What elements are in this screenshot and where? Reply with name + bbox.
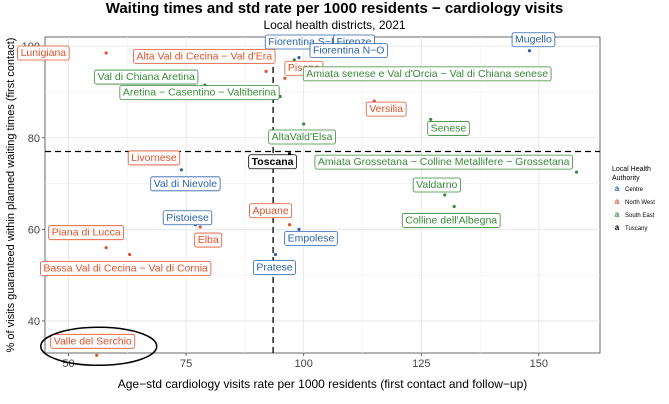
legend-label: North West xyxy=(625,200,655,206)
point-label: Amiata Grossetana − Colline Metallifere … xyxy=(318,156,570,168)
data-point xyxy=(104,246,108,250)
point-label-box xyxy=(17,45,70,61)
data-point xyxy=(527,49,532,53)
legend: Local Health Authority a Centre a North Wes… xyxy=(612,165,669,235)
data-point xyxy=(128,252,132,257)
point-label: Mugello xyxy=(515,34,552,46)
data-point xyxy=(297,227,301,231)
point-label-box xyxy=(50,333,136,349)
x-tick-label: 100 xyxy=(295,358,313,370)
data-point xyxy=(297,56,301,60)
x-axis-title: Age−std cardiology visits rate per 1000 … xyxy=(118,377,528,391)
point-label: Livornese xyxy=(131,152,177,164)
point-label: Senese xyxy=(431,122,467,134)
point-label: Val di Nievole xyxy=(154,178,218,190)
point-label-box xyxy=(249,203,293,219)
data-point xyxy=(95,353,99,357)
data-point xyxy=(287,223,292,227)
highlight-ellipse xyxy=(39,326,158,367)
legend-item: a Centre xyxy=(612,183,669,196)
point-label: Pistoiese xyxy=(166,212,209,224)
point-label-box xyxy=(119,85,280,100)
point-label-box xyxy=(302,66,552,82)
point-label: AltaVald'Elsa xyxy=(272,131,333,143)
legend-key: a xyxy=(614,197,620,206)
legend-key: a xyxy=(614,210,620,219)
point-label: Piana di Lucca xyxy=(52,227,121,239)
legend-label: South East xyxy=(625,213,655,219)
point-label-box xyxy=(427,121,470,136)
point-label: Pratese xyxy=(256,262,292,274)
data-point xyxy=(198,225,202,229)
data-point xyxy=(302,122,306,126)
point-label-box xyxy=(48,225,124,241)
point-label: Aretina − Casentino − Valtiberina xyxy=(123,87,276,99)
legend-item: a South East xyxy=(612,209,669,222)
point-label: Amiata senese e Val d'Orcia − Val di Chi… xyxy=(306,68,548,80)
point-label-box xyxy=(248,154,297,170)
x-tick-label: 50 xyxy=(62,358,74,370)
point-label: Bassa Val di Cecina − Val di Cornia xyxy=(43,263,208,275)
y-tick-label: 40 xyxy=(28,316,40,328)
data-point xyxy=(574,170,579,174)
point-label: Empolese xyxy=(288,232,335,244)
y-axis-title: % of visits guaranteed within planned wa… xyxy=(5,38,17,353)
point-label-box xyxy=(94,69,199,85)
data-point xyxy=(452,204,456,209)
point-label: Valdarno xyxy=(416,179,457,191)
legend-item: a Tuscany xyxy=(612,222,669,235)
point-label-box xyxy=(133,48,276,64)
point-label: Colline dell'Albegna xyxy=(405,214,497,226)
point-label-box xyxy=(365,101,407,117)
point-label: Toscana xyxy=(252,156,294,168)
point-label-box xyxy=(252,260,296,275)
x-tick-label: 125 xyxy=(412,358,430,370)
y-tick-label: 80 xyxy=(28,133,40,145)
legend-title: Local Health Authority xyxy=(612,166,651,182)
point-label-box xyxy=(401,213,501,228)
legend-key: a xyxy=(614,223,620,232)
data-point xyxy=(104,51,108,55)
data-point xyxy=(283,76,287,80)
point-label-box xyxy=(127,150,181,166)
point-label: Fiorentina N−O xyxy=(313,45,385,57)
point-label-box xyxy=(162,210,213,226)
data-point xyxy=(264,69,268,73)
data-point xyxy=(429,117,433,122)
point-label-box xyxy=(268,129,336,145)
point-label-box xyxy=(150,176,221,192)
point-label-box xyxy=(309,43,388,59)
point-label: Elba xyxy=(198,234,219,246)
x-tick-label: 75 xyxy=(180,358,192,370)
point-label-box xyxy=(194,232,223,248)
point-label-box xyxy=(284,230,338,246)
y-tick-label: 60 xyxy=(28,224,40,236)
point-label-box xyxy=(511,32,556,48)
point-label: Apuane xyxy=(252,205,288,217)
point-label-box xyxy=(314,154,573,170)
legend-label: Centre xyxy=(625,187,644,193)
legend-item: a North West xyxy=(612,196,669,209)
legend-items: a Centre a North West a South East a Tuscany xyxy=(612,183,669,235)
point-label: Versilia xyxy=(369,103,403,115)
point-label: Valle del Serchio xyxy=(54,335,132,347)
point-label: Alta Val di Cecina − Val d'Era xyxy=(136,50,272,62)
legend-label: Tuscany xyxy=(625,226,648,232)
data-point xyxy=(443,193,447,197)
data-point xyxy=(273,252,278,257)
data-point xyxy=(292,58,296,62)
chart-title: Waiting times and std rate per 1000 resi… xyxy=(105,0,564,17)
data-point xyxy=(179,168,183,172)
legend-key: a xyxy=(614,184,620,193)
point-label-box xyxy=(40,261,212,276)
point-label: Lunigiana xyxy=(21,47,67,59)
point-label-box xyxy=(412,177,461,193)
x-tick-label: 150 xyxy=(530,358,548,370)
chart-subtitle: Local health districts, 2021 xyxy=(263,18,406,32)
point-label: Val di Chiana Aretina xyxy=(98,71,195,83)
